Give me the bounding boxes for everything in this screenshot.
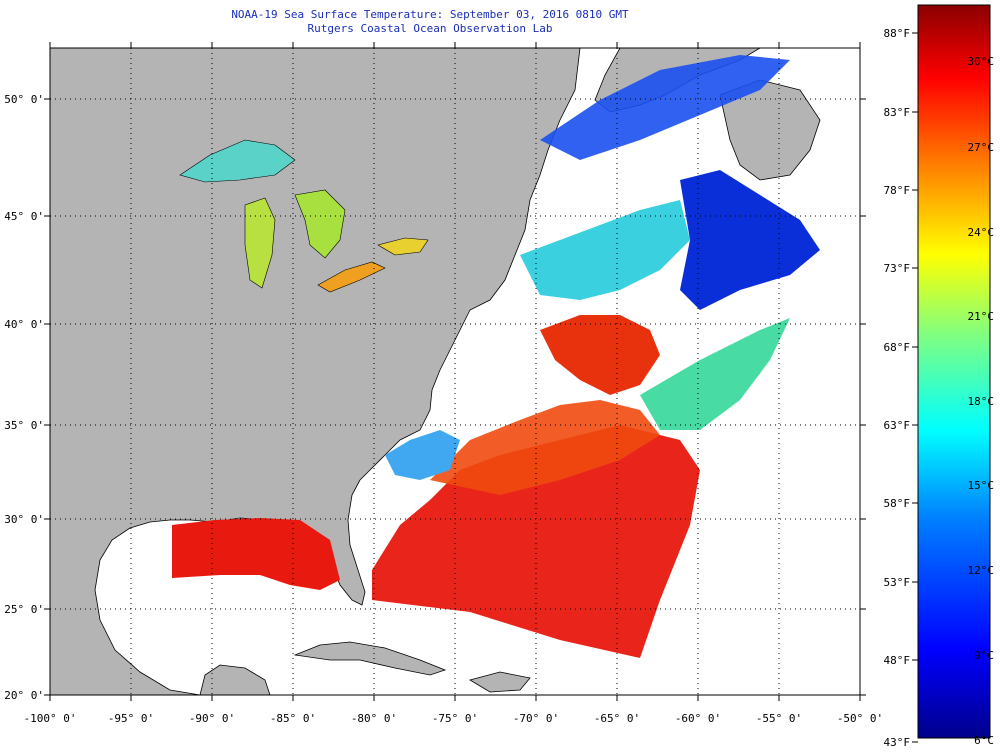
colorbar-f-label: 68°F: [884, 341, 911, 354]
lake-huron: [294, 189, 346, 259]
colorbar-f-label: 53°F: [884, 576, 911, 589]
land-cuba: [293, 641, 447, 676]
lon-label: -60° 0': [675, 712, 721, 725]
lon-label: -85° 0': [270, 712, 316, 725]
colorbar-f-label: 58°F: [884, 497, 911, 510]
colorbar-f-label: 63°F: [884, 419, 911, 432]
lat-label: 45° 0': [4, 210, 44, 223]
lon-label: -90° 0': [189, 712, 235, 725]
lon-label: -75° 0': [432, 712, 478, 725]
colorbar-c-label: 18°C: [968, 395, 995, 408]
land-newfoundland: [719, 79, 821, 181]
latitude-labels: 50° 0' 45° 0' 40° 0' 35° 0' 30° 0' 25° 0' 20° …: [4, 93, 44, 702]
sst-hatteras: [385, 430, 460, 480]
map-subtitle: Rutgers Coastal Ocean Observation Lab: [307, 22, 553, 35]
lon-label: -95° 0': [108, 712, 154, 725]
lon-label: -100° 0': [24, 712, 77, 725]
sst-plume-gulfstream: [540, 315, 660, 395]
colorbar-fahrenheit-labels: 88°F 83°F 78°F 73°F 68°F 63°F 58°F 53°F 48°F 43°F: [884, 27, 918, 749]
lon-label: -65° 0': [594, 712, 640, 725]
lon-label: -55° 0': [756, 712, 802, 725]
lake-erie: [317, 261, 386, 293]
colorbar-f-label: 83°F: [884, 106, 911, 119]
lat-label: 40° 0': [4, 318, 44, 331]
land-north-america: [50, 48, 581, 695]
colorbar-f-label: 88°F: [884, 27, 911, 40]
sst-labrador-cold: [680, 170, 820, 310]
colorbar-c-label: 6°C: [974, 734, 994, 747]
colorbar-c-label: 21°C: [968, 310, 995, 323]
lake-superior: [179, 139, 296, 183]
sst-shelf-cyan: [520, 200, 690, 300]
lon-label: -50° 0': [837, 712, 883, 725]
longitude-labels: -100° 0' -95° 0' -90° 0' -85° 0' -80° 0' -75°…: [24, 712, 884, 725]
sst-swath-mid: [430, 400, 660, 495]
sst-northern-blue: [540, 55, 790, 160]
sst-swath-east: [640, 318, 790, 430]
colorbar-celsius-labels: 30°C 27°C 24°C 21°C 18°C 15°C 12°C 9°C 6°C: [968, 55, 995, 747]
sst-gulf-mexico: [172, 518, 340, 590]
colorbar-f-label: 73°F: [884, 262, 911, 275]
lon-label: -80° 0': [351, 712, 397, 725]
colorbar-c-label: 12°C: [968, 564, 995, 577]
map-title: NOAA-19 Sea Surface Temperature: Septemb…: [231, 8, 629, 21]
land-yucatan: [199, 664, 271, 695]
colorbar-c-label: 9°C: [974, 649, 994, 662]
graticule: [44, 42, 866, 701]
lake-michigan: [244, 197, 276, 289]
colorbar-f-label: 43°F: [884, 736, 911, 749]
colorbar-c-label: 24°C: [968, 226, 995, 239]
lake-ontario: [377, 237, 429, 256]
lat-label: 50° 0': [4, 93, 44, 106]
lat-label: 25° 0': [4, 603, 44, 616]
colorbar-c-label: 15°C: [968, 479, 995, 492]
lat-label: 20° 0': [4, 689, 44, 702]
colorbar-c-label: 30°C: [968, 55, 995, 68]
colorbar-f-label: 48°F: [884, 654, 911, 667]
lat-label: 30° 0': [4, 513, 44, 526]
lat-label: 35° 0': [4, 419, 44, 432]
land-hispaniola: [468, 671, 531, 693]
colorbar: [917, 4, 991, 739]
colorbar-c-label: 27°C: [968, 141, 995, 154]
sst-data-layer: [172, 55, 820, 658]
colorbar-f-label: 78°F: [884, 184, 911, 197]
lon-label: -70° 0': [513, 712, 559, 725]
